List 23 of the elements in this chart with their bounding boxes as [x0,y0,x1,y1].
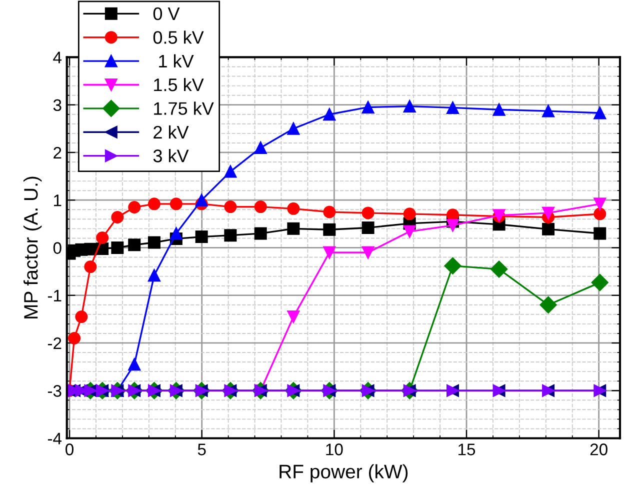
legend-label: 2 kV [154,125,189,138]
y-tick-label: 2 [54,146,62,159]
legend-label: 3 kV [153,149,189,162]
y-tick-label: -4 [48,432,62,444]
y-tick-label: 1 [54,194,62,206]
legend-label: 1 kV [159,54,194,68]
x-tick-label: 20 [590,444,608,456]
y-axis-title: MP factor (A. U.) [24,176,42,318]
y-tick-label: 4 [53,52,62,64]
x-tick-label: 15 [458,444,476,456]
x-tick-label: 5 [198,444,206,456]
y-tick-label: -2 [48,337,62,350]
y-tick-label: -3 [48,385,62,397]
y-tick-label: 0 [53,242,62,254]
legend-label: 0 V [153,7,180,20]
x-axis-title: RF power (kW) [280,464,408,482]
x-tick-label: 10 [326,444,343,456]
y-tick-label: 3 [53,99,62,112]
legend-label: 1.5 kV [154,78,204,92]
legend-label: 0.5 kV [153,30,204,44]
legend-label: 1.75 kV [154,102,214,115]
y-tick-label: -1 [48,290,62,302]
x-tick-label: 0 [66,444,74,456]
